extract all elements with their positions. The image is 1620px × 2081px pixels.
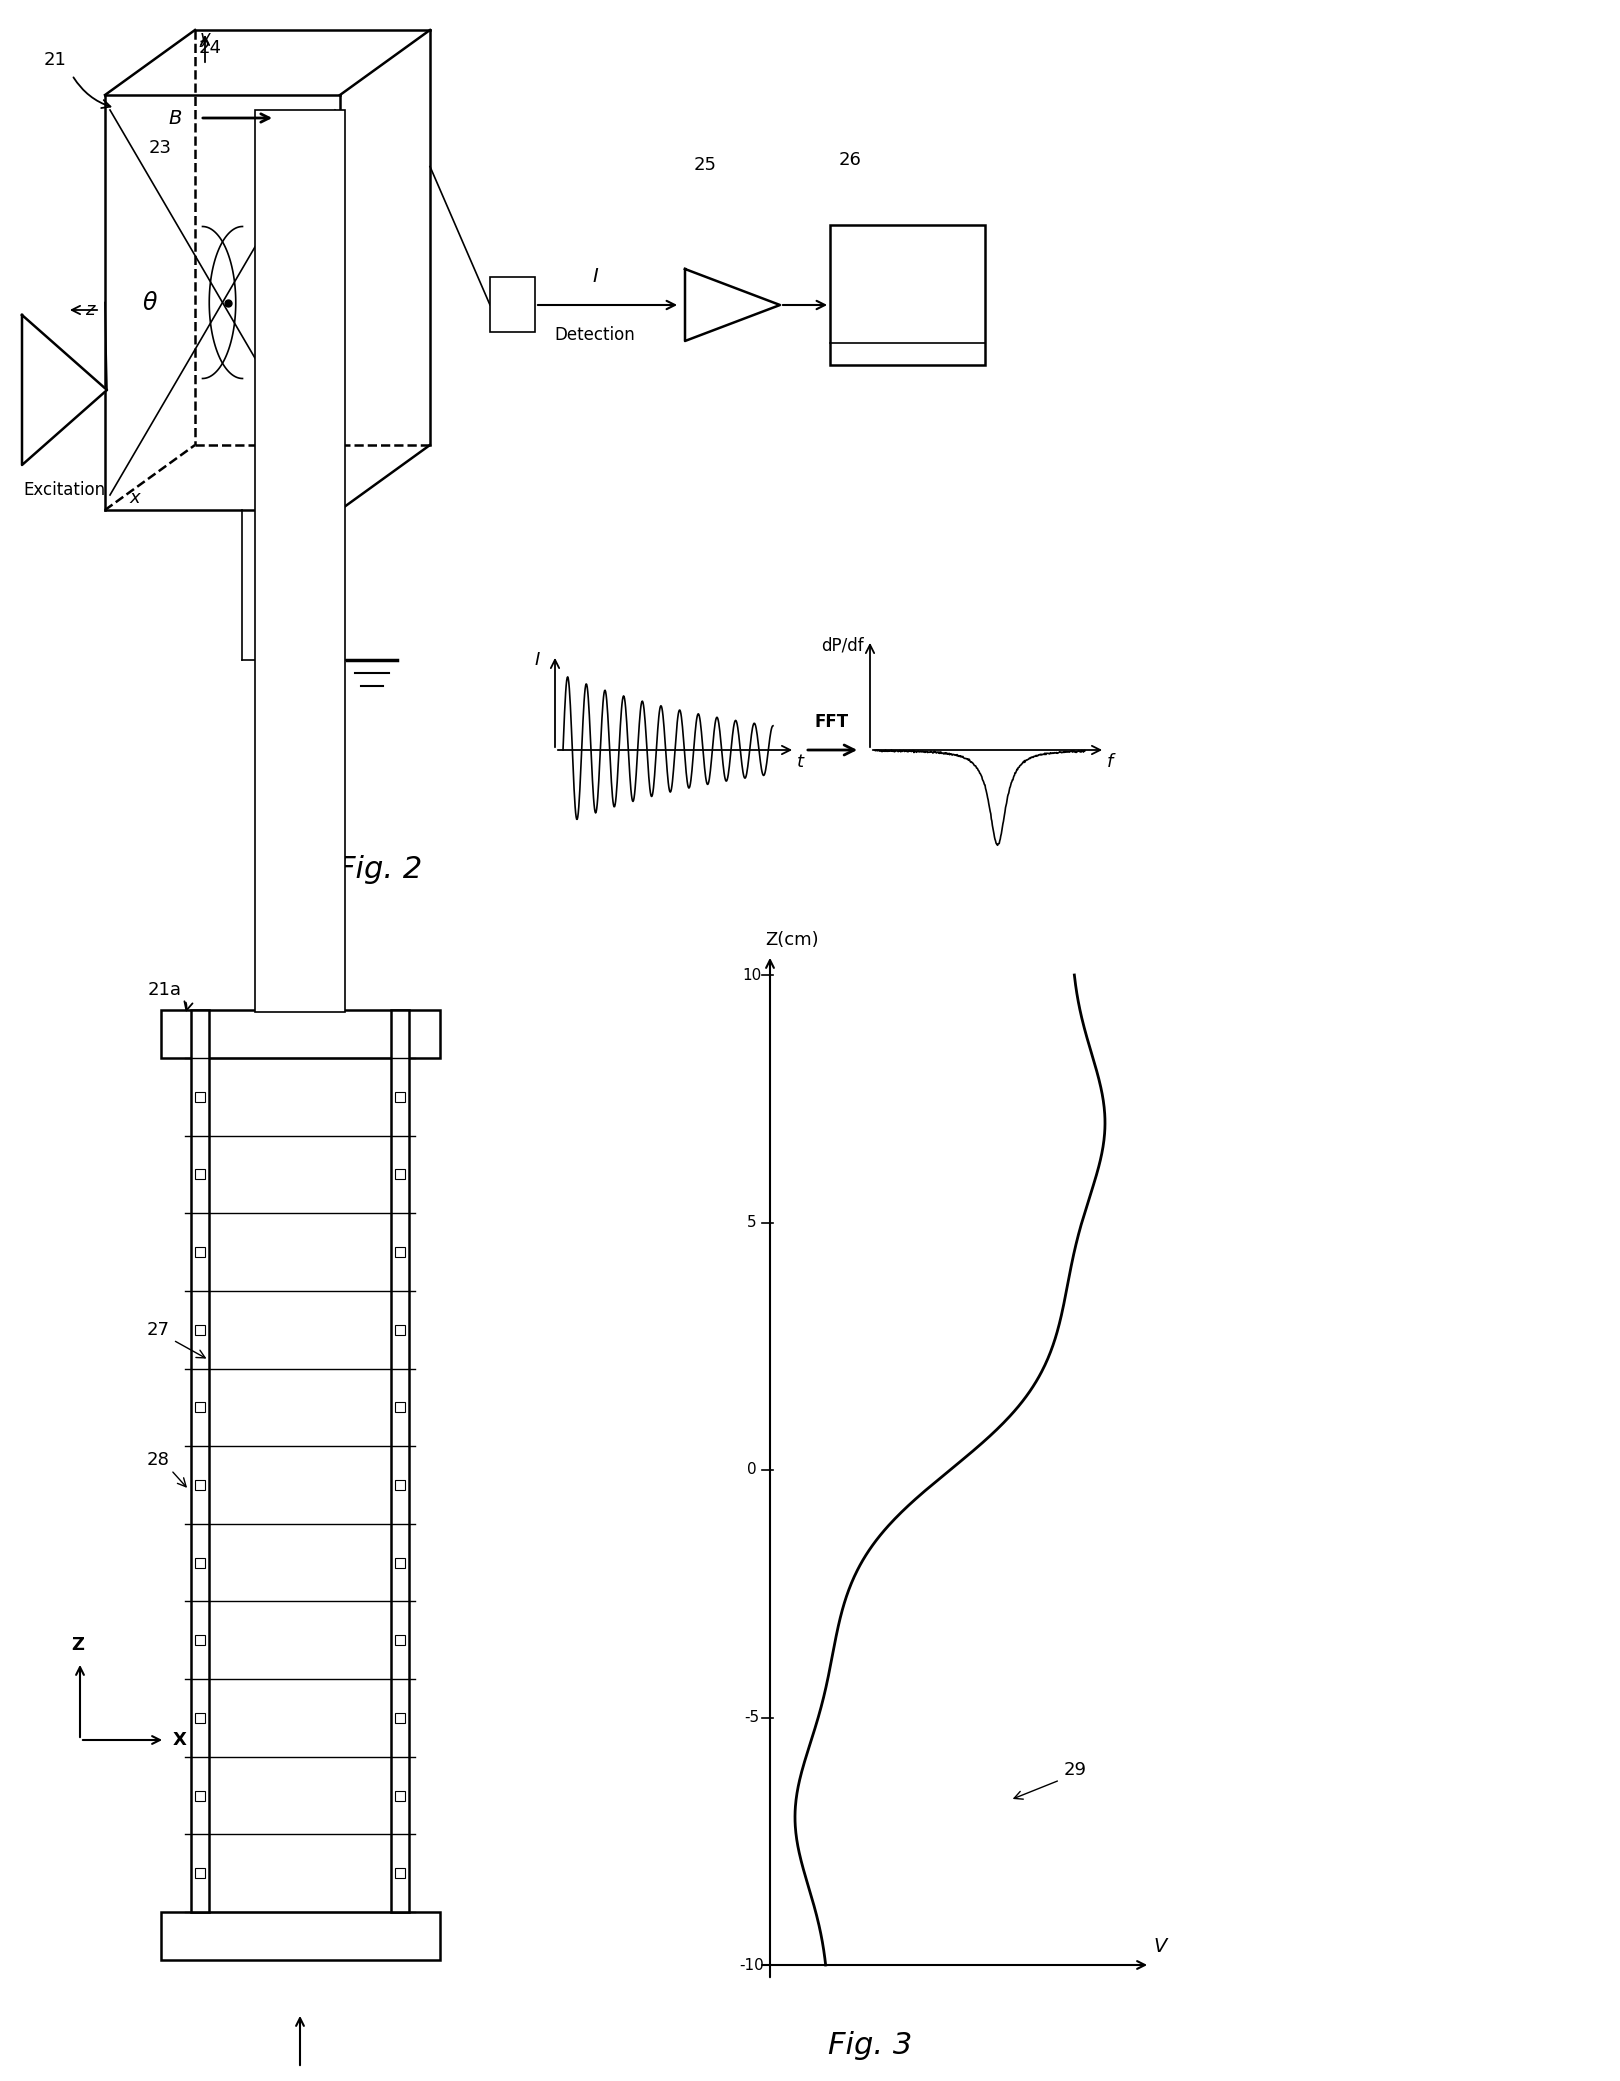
Text: +: + bbox=[32, 362, 47, 381]
Text: Trapping: Trapping bbox=[259, 626, 330, 643]
Bar bbox=[395, 1480, 405, 1490]
Text: V: V bbox=[1153, 1937, 1166, 1956]
Text: I: I bbox=[535, 651, 539, 668]
Text: 21: 21 bbox=[44, 52, 66, 69]
Bar bbox=[829, 225, 985, 364]
Bar bbox=[395, 1247, 405, 1257]
Text: 28: 28 bbox=[146, 1450, 170, 1469]
Bar bbox=[395, 1326, 405, 1334]
Polygon shape bbox=[685, 268, 779, 341]
Bar bbox=[194, 1559, 206, 1567]
Bar bbox=[194, 1326, 206, 1334]
Text: -: - bbox=[36, 393, 44, 412]
Text: x: x bbox=[130, 489, 141, 508]
Text: -10: -10 bbox=[740, 1958, 765, 1973]
Bar bbox=[395, 1403, 405, 1413]
Text: 25: 25 bbox=[693, 156, 716, 175]
Text: 26: 26 bbox=[839, 152, 862, 169]
Text: f: f bbox=[1106, 753, 1113, 770]
Text: dP/df: dP/df bbox=[821, 637, 863, 653]
Text: -: - bbox=[509, 285, 517, 304]
Text: Z: Z bbox=[71, 1636, 84, 1654]
Text: $\theta$: $\theta$ bbox=[143, 291, 159, 314]
Bar bbox=[254, 110, 345, 1011]
Text: 21a: 21a bbox=[147, 980, 181, 999]
Text: 0: 0 bbox=[747, 1463, 757, 1478]
Bar bbox=[194, 1869, 206, 1879]
Text: Fig. 2: Fig. 2 bbox=[339, 855, 423, 884]
Bar bbox=[395, 1790, 405, 1800]
Text: Fig. 3: Fig. 3 bbox=[828, 2031, 912, 2060]
Bar bbox=[160, 1009, 441, 1057]
Bar bbox=[395, 1170, 405, 1180]
Text: Z(cm): Z(cm) bbox=[765, 930, 818, 949]
Bar bbox=[390, 1009, 408, 1912]
Text: y: y bbox=[199, 29, 211, 48]
Text: I: I bbox=[593, 268, 598, 287]
Text: Detection: Detection bbox=[554, 327, 635, 343]
Polygon shape bbox=[23, 314, 107, 464]
Bar bbox=[194, 1480, 206, 1490]
Bar bbox=[194, 1713, 206, 1723]
Bar bbox=[160, 1912, 441, 1960]
Text: t: t bbox=[797, 753, 804, 770]
Text: 23: 23 bbox=[149, 139, 172, 156]
Bar bbox=[191, 1009, 209, 1912]
Bar bbox=[395, 1559, 405, 1567]
Text: FFT: FFT bbox=[815, 714, 849, 730]
Bar bbox=[194, 1170, 206, 1180]
Text: 29: 29 bbox=[1063, 1761, 1087, 1779]
Bar bbox=[395, 1636, 405, 1646]
Text: Excitation: Excitation bbox=[23, 481, 105, 499]
Text: 24: 24 bbox=[199, 40, 222, 56]
Text: $\theta$: $\theta$ bbox=[292, 291, 308, 314]
Bar bbox=[489, 277, 535, 333]
Text: z: z bbox=[86, 302, 94, 318]
Text: B: B bbox=[168, 108, 181, 127]
Bar bbox=[395, 1869, 405, 1879]
Text: X: X bbox=[173, 1731, 186, 1748]
Bar bbox=[395, 1713, 405, 1723]
Text: 27: 27 bbox=[146, 1321, 170, 1338]
Bar bbox=[194, 1093, 206, 1101]
Bar bbox=[395, 1093, 405, 1101]
Text: +: + bbox=[504, 318, 520, 337]
Text: 10: 10 bbox=[742, 968, 761, 982]
Text: 5: 5 bbox=[747, 1215, 757, 1230]
Bar bbox=[194, 1247, 206, 1257]
Bar bbox=[194, 1790, 206, 1800]
Text: -5: -5 bbox=[745, 1711, 760, 1725]
Bar bbox=[194, 1636, 206, 1646]
Bar bbox=[194, 1403, 206, 1413]
